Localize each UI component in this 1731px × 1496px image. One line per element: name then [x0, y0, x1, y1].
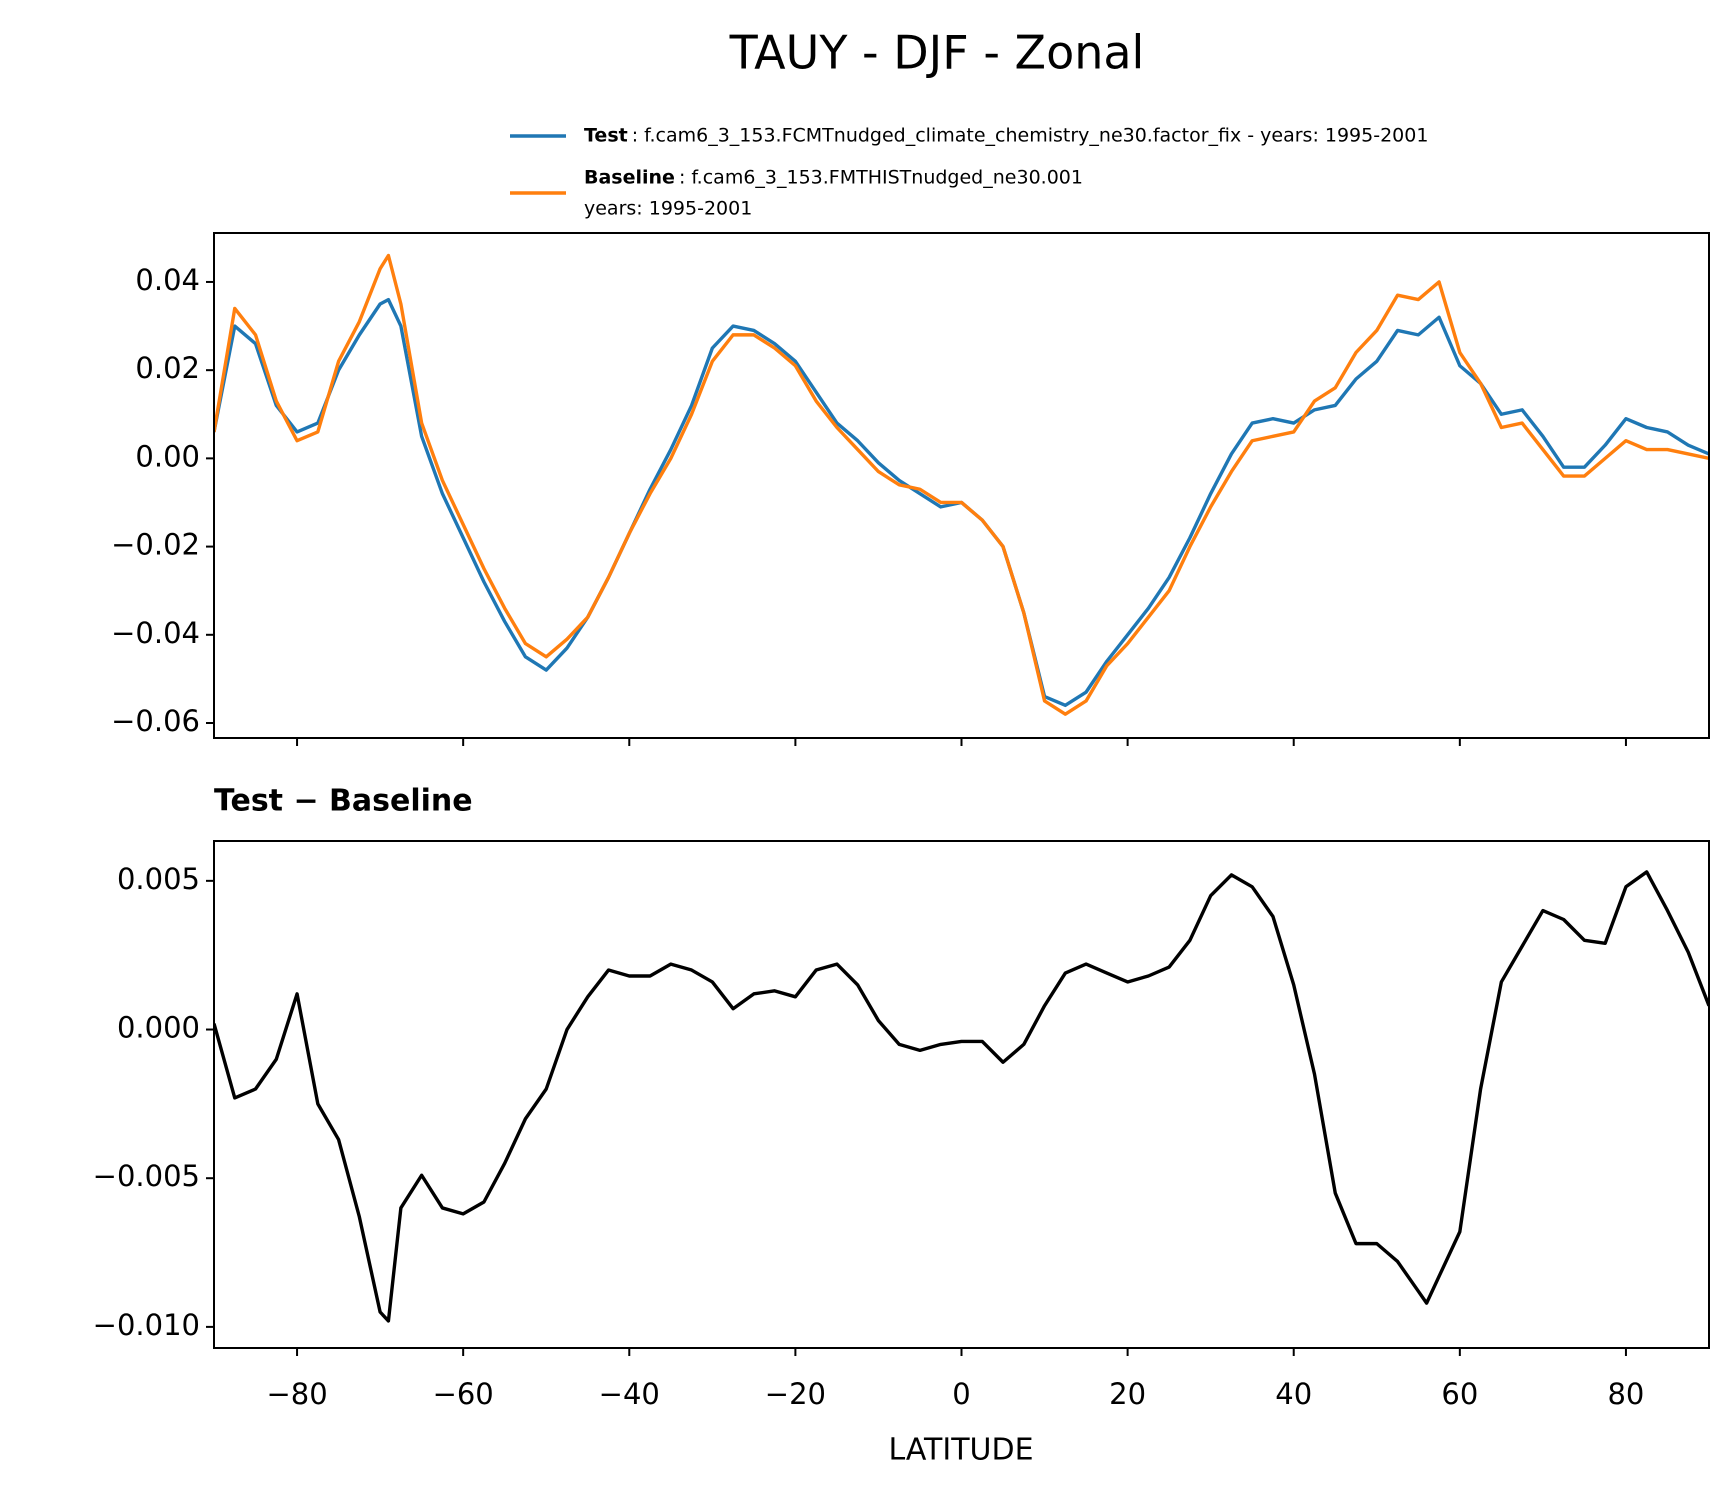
- x-tick-label: −60: [433, 1377, 494, 1411]
- y-tick-label: −0.04: [111, 616, 200, 650]
- x-tick-label: −20: [765, 1377, 826, 1411]
- subplot-title: Test − Baseline: [214, 784, 473, 819]
- y-tick-label: 0.000: [117, 1011, 200, 1045]
- x-axis-label: LATITUDE: [888, 1433, 1033, 1468]
- legend-description: : f.cam6_3_153.FCMTnudged_climate_chemis…: [632, 125, 1429, 147]
- legend-name: Test: [584, 125, 628, 147]
- y-tick-label: 0.005: [117, 862, 200, 896]
- x-tick-label: 20: [1109, 1377, 1146, 1411]
- x-tick-label: 80: [1607, 1377, 1644, 1411]
- figure-title: TAUY - DJF - Zonal: [729, 26, 1145, 80]
- legend-description: years: 1995-2001: [584, 198, 752, 220]
- plot-frame: [213, 232, 1710, 739]
- data-line: [214, 253, 1709, 716]
- legend-description: : f.cam6_3_153.FMTHISTnudged_ne30.001: [679, 167, 1083, 189]
- x-tick-label: 60: [1441, 1377, 1478, 1411]
- x-tick-label: 0: [952, 1377, 970, 1411]
- y-tick-label: −0.02: [111, 528, 200, 562]
- y-tick-label: −0.010: [93, 1308, 200, 1342]
- y-tick-label: −0.06: [111, 704, 200, 738]
- data-line: [214, 297, 1709, 708]
- x-tick-label: 40: [1275, 1377, 1312, 1411]
- x-tick-label: −80: [266, 1377, 327, 1411]
- y-tick-label: 0.02: [135, 351, 200, 385]
- y-tick-label: 0.04: [135, 263, 200, 297]
- data-line: [214, 870, 1709, 1323]
- y-tick-label: −0.005: [93, 1159, 200, 1193]
- legend-name: Baseline: [584, 167, 675, 189]
- plot-frame: [213, 840, 1710, 1349]
- x-tick-label: −40: [599, 1377, 660, 1411]
- y-tick-label: 0.00: [135, 439, 200, 473]
